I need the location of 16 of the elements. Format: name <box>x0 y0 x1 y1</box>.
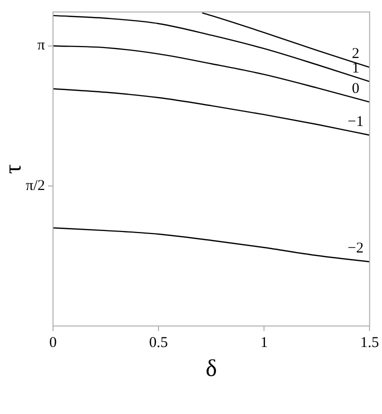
line-series <box>53 227 370 262</box>
y-tick-label: π/2 <box>26 178 45 194</box>
line-series <box>53 14 370 82</box>
x-axis-title: δ <box>206 356 217 382</box>
line-series <box>53 45 370 103</box>
series-label: −1 <box>348 114 364 130</box>
series-label: 2 <box>352 46 360 62</box>
series-label: 1 <box>352 60 360 77</box>
series-label: −2 <box>348 240 364 257</box>
x-tick-label: 0 <box>49 334 57 351</box>
x-tick-label: 1 <box>260 334 268 351</box>
x-tick-label: 1.5 <box>360 334 379 351</box>
x-tick-label: 0.5 <box>149 334 168 351</box>
series-label: 0 <box>352 81 360 98</box>
y-tick-label: π <box>37 38 46 54</box>
y-axis-title: τ <box>0 164 27 174</box>
